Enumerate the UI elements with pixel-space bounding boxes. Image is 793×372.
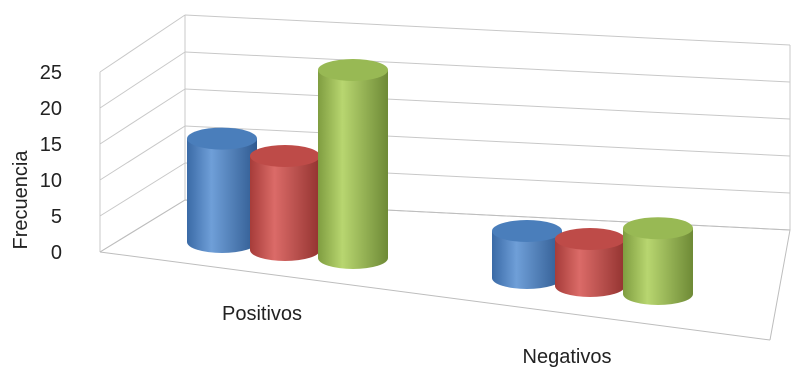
bar-top (187, 127, 257, 150)
bar-cylinder (492, 220, 562, 289)
y-axis-label: Frecuencia (10, 150, 32, 250)
bar-cylinder (187, 127, 257, 253)
axes (99, 15, 791, 341)
bar-cylinder (318, 59, 388, 269)
bar-body (623, 228, 693, 305)
gridline-side (99, 88, 186, 145)
gridline (184, 125, 791, 157)
bar-body (318, 70, 388, 269)
y-tick-label: 25 (40, 62, 62, 84)
floor (99, 199, 791, 341)
gridline-side (99, 125, 186, 181)
gridline-side (99, 51, 186, 109)
gridline (184, 51, 791, 83)
y-tick-label: 20 (40, 98, 62, 120)
floor-front (99, 251, 771, 341)
gridline (184, 14, 791, 46)
bar-body (555, 239, 625, 297)
y-tick-label: 5 (51, 206, 62, 228)
bar-top (492, 220, 562, 242)
gridline (184, 88, 791, 120)
gridline-side (99, 162, 186, 217)
y-tick-label: 0 (51, 242, 62, 264)
x-tick-label: Negativos (523, 346, 612, 368)
labels: 0 5 10 15 20 25 Positivos Negativos (40, 62, 612, 368)
bar-body (187, 138, 257, 253)
bar-cylinder (623, 217, 693, 305)
bar-cylinder (250, 145, 320, 261)
x-tick-label: Positivos (222, 303, 302, 325)
gridline-side (99, 14, 186, 73)
y-tick-label: 10 (40, 170, 62, 192)
bar-top (318, 59, 388, 81)
bar-top (555, 228, 625, 250)
bar-cylinder (555, 228, 625, 297)
bars (187, 59, 693, 305)
bar-body (250, 156, 320, 261)
bar-top (623, 217, 693, 240)
bar-top (250, 145, 320, 167)
bar-body (492, 231, 562, 289)
y-tick-label: 15 (40, 134, 62, 156)
